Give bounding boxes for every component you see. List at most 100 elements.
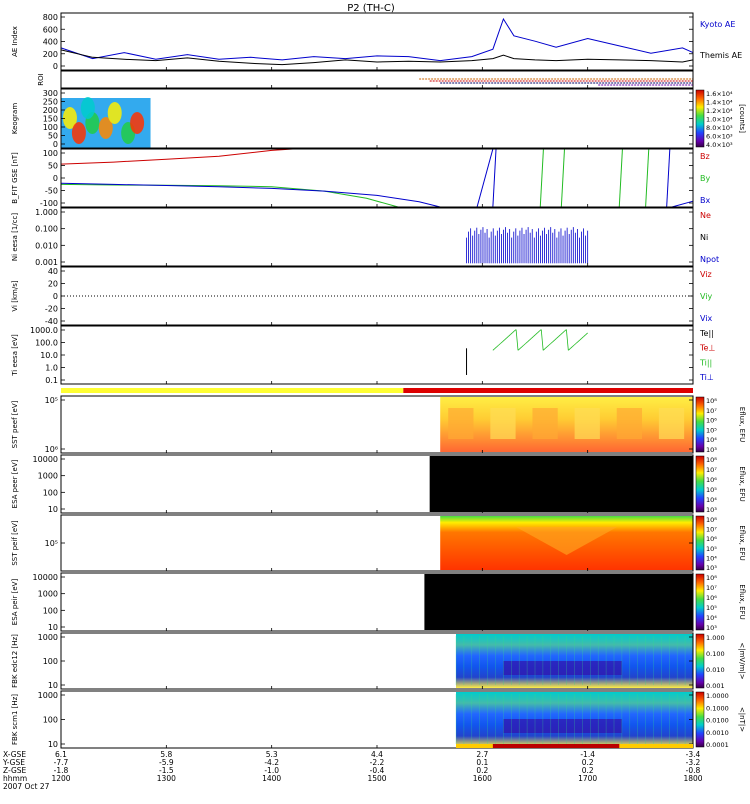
y-tick-label: 200 — [43, 106, 58, 115]
colorbar-tick-label: 1.6×10⁴ — [706, 90, 733, 98]
y-axis-label: ESA peir [eV] — [11, 579, 19, 626]
temperature-trace — [508, 334, 511, 337]
footer-row-label: X-GSE — [3, 750, 26, 759]
colorbar-tick-label: 0.001 — [706, 682, 725, 690]
y-tick-label: 0 — [53, 62, 58, 71]
temperature-trace — [546, 344, 550, 348]
footer-value-z-gse: -0.4 — [370, 766, 385, 775]
temperature-trace — [527, 339, 530, 342]
y-tick-label: 600 — [43, 25, 58, 34]
legend-entry: Npot — [700, 255, 719, 264]
temperature-trace — [531, 336, 534, 339]
colorbar-tick-label: 0.0001 — [706, 741, 729, 749]
colorbar-tick-label: 10³ — [706, 446, 717, 454]
panel-esa-i: 10000 1000 100 10 ESA peir [eV] 10⁸ 10⁷ 10⁶ 10⁵ 1… — [11, 572, 746, 632]
y-tick-label: 100 — [43, 716, 58, 725]
temperature-trace — [544, 346, 548, 349]
spectrogram-patch — [574, 408, 600, 439]
y-tick-label: 0 — [53, 140, 58, 149]
colorbar-tick-label: 10³ — [706, 564, 717, 572]
footer-value-x-gse: -1.4 — [580, 750, 595, 759]
y-tick-label: 1.0 — [45, 364, 58, 373]
y-tick-label: 0.001 — [35, 258, 58, 267]
y-tick-label: 200 — [43, 50, 58, 59]
field-spike — [539, 148, 544, 208]
field-spike — [492, 148, 497, 208]
colorbar-tick-label: 10³ — [706, 624, 717, 632]
y-tick-label: 1000 — [38, 633, 58, 642]
y-tick-label: 10 — [48, 681, 58, 690]
y-tick-label: 100 — [43, 606, 58, 615]
legend-entry: By — [700, 174, 710, 183]
temperature-trace — [585, 332, 588, 335]
footer-value-z-gse: 0.2 — [476, 766, 488, 775]
temperature-trace — [558, 334, 561, 337]
temperature-trace — [496, 344, 499, 348]
spectrogram-fill — [440, 397, 693, 452]
temperature-trace — [556, 336, 559, 339]
y-axis-label: SST peif [eV] — [11, 520, 19, 566]
footer-value-y-gse: -5.9 — [159, 758, 174, 767]
panel-fbk-e: 1000 100 10 FBK edc12 [Hz] 1.000 0.100 0.010 0.… — [11, 632, 746, 690]
colorbar-tick-label: 10⁵ — [706, 545, 717, 553]
colorbar — [695, 89, 705, 148]
y-tick-label: 10 — [48, 740, 58, 749]
colorbar-tick-label: 0.100 — [706, 650, 725, 658]
y-tick-label: 50 — [48, 162, 58, 171]
footer-value-x-gse: 5.8 — [160, 750, 172, 759]
temperature-trace — [581, 336, 585, 339]
footer-value-z-gse: -1.0 — [264, 766, 279, 775]
temperature-trace — [579, 337, 583, 341]
colorbar-tick-label: 10⁶ — [706, 417, 717, 425]
legend-entry: Ni — [700, 233, 708, 242]
panel-vi: 40 20 0 -20 -40 Vi [km/s] Viz Viy Vix — [11, 266, 713, 326]
panel-bfit: 100 50 0 -50 -100 B_FIT GSE [nT] Bz By Bx — [11, 148, 710, 208]
legend-entry: Ti⊥ — [699, 373, 714, 382]
series-line-kyoto-ae — [60, 17, 694, 62]
y-tick-label: 800 — [43, 13, 58, 22]
y-axis-label: Keogram — [11, 103, 19, 134]
colorbar-tick-label: 10⁵ — [706, 486, 717, 494]
colorbar-tick-label: 10⁸ — [706, 574, 717, 582]
series-line-themis-ae — [60, 49, 694, 66]
temperature-trace — [523, 343, 527, 346]
temperature-trace — [569, 346, 573, 349]
y-tick-label: 100 — [43, 488, 58, 497]
colorbar-label: Eflux, EFU — [738, 407, 746, 442]
temperature-trace — [554, 337, 557, 341]
footer-row-label: 2007 Oct 27 — [3, 782, 50, 791]
y-tick-label: 1000 — [38, 472, 58, 481]
mode-segment — [61, 388, 404, 393]
y-tick-label: 250 — [43, 98, 58, 107]
legend-entry: Te|| — [699, 329, 714, 338]
colorbar-label: [counts] — [738, 104, 746, 133]
keogram-patch — [71, 122, 86, 144]
series-line-bz — [60, 148, 293, 165]
temperature-trace — [575, 341, 579, 344]
footer-value-y-gse: -2.2 — [370, 758, 385, 767]
y-tick-label: -100 — [40, 199, 58, 208]
fbk-bottom-strip — [456, 744, 693, 748]
colorbar-tick-label: 10⁷ — [706, 466, 717, 474]
colorbar-tick-label: 10⁶ — [706, 535, 717, 543]
series-line-bx-tail — [671, 200, 694, 208]
keogram-patch — [107, 102, 122, 124]
colorbar-tick-label: 10⁵ — [706, 426, 717, 434]
colorbar-tick-label: 0.1000 — [706, 704, 729, 712]
legend-entry: Viy — [700, 292, 713, 301]
y-tick-label: 0.010 — [35, 241, 58, 250]
y-tick-label: 10⁵ — [45, 539, 58, 548]
y-axis-label: AE Index — [11, 26, 19, 57]
field-spike — [618, 148, 623, 208]
temperature-trace — [498, 343, 501, 346]
legend-entry: Kyoto AE — [700, 20, 735, 29]
temperature-trace — [533, 334, 536, 337]
y-tick-label: 1000 — [38, 590, 58, 599]
temperature-trace — [506, 336, 509, 339]
colorbar-tick-label: 0.0010 — [706, 729, 729, 737]
footer-value-hhmm: 1400 — [262, 774, 281, 783]
keogram-patch — [130, 112, 145, 134]
footer-row-label: Z-GSE — [3, 766, 27, 775]
